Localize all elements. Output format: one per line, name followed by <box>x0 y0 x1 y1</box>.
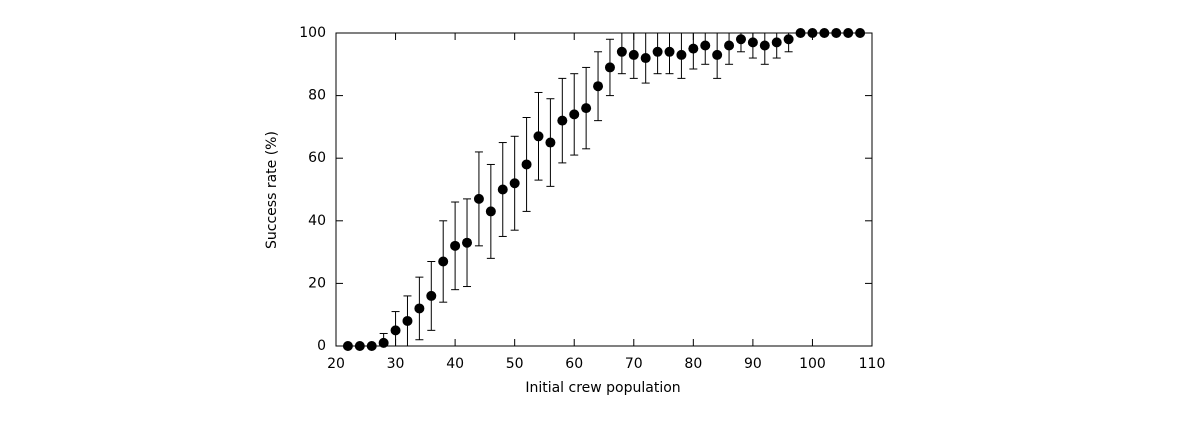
point <box>533 131 544 142</box>
point <box>640 53 651 64</box>
y-tick-label: 20 <box>308 275 326 291</box>
point <box>771 37 782 48</box>
point <box>807 28 818 38</box>
point <box>855 28 866 38</box>
point <box>390 325 401 336</box>
x-tick-label: 80 <box>684 356 702 372</box>
point <box>450 240 461 251</box>
point <box>473 193 484 204</box>
point <box>700 40 711 51</box>
point <box>747 37 758 48</box>
point <box>604 62 615 73</box>
y-tick-label: 100 <box>299 25 326 41</box>
y-tick-label: 40 <box>308 213 326 229</box>
point <box>414 303 425 314</box>
point <box>664 46 675 57</box>
point <box>354 341 365 351</box>
point <box>557 115 568 126</box>
point <box>759 40 770 51</box>
point <box>497 184 508 195</box>
x-tick-label: 40 <box>446 356 464 372</box>
x-tick-label: 20 <box>327 356 345 372</box>
x-tick-label: 70 <box>625 356 643 372</box>
plot-frame <box>335 32 873 347</box>
point <box>366 341 377 351</box>
point <box>402 315 413 326</box>
y-tick-label: 80 <box>308 88 326 104</box>
error-bars <box>379 33 793 346</box>
point <box>843 28 854 38</box>
point <box>676 49 687 60</box>
point <box>783 34 794 45</box>
y-tick-label: 0 <box>317 338 326 354</box>
point <box>819 28 830 38</box>
point <box>378 337 389 348</box>
point <box>545 137 556 148</box>
point <box>735 34 746 45</box>
x-tick-label: 30 <box>387 356 405 372</box>
point <box>509 178 520 189</box>
point <box>485 206 496 217</box>
point <box>652 46 663 57</box>
x-tick-label: 90 <box>744 356 762 372</box>
point <box>521 159 532 170</box>
x-axis-label: Initial crew population <box>525 380 680 396</box>
point <box>462 237 473 248</box>
y-axis-label: Success rate (%) <box>264 131 280 249</box>
point <box>426 290 437 301</box>
point <box>342 341 353 351</box>
point <box>616 46 627 57</box>
x-tick-label: 50 <box>506 356 524 372</box>
point <box>438 256 449 267</box>
point <box>724 40 735 51</box>
point <box>628 49 639 60</box>
x-tick-label: 100 <box>799 356 826 372</box>
point <box>712 49 723 60</box>
point <box>581 103 592 114</box>
x-tick-label: 110 <box>859 356 886 372</box>
point <box>795 28 806 38</box>
point <box>831 28 842 38</box>
point <box>569 109 580 120</box>
point <box>593 81 604 92</box>
point <box>688 43 699 54</box>
y-tick-label: 60 <box>308 150 326 166</box>
x-tick-label: 60 <box>565 356 583 372</box>
